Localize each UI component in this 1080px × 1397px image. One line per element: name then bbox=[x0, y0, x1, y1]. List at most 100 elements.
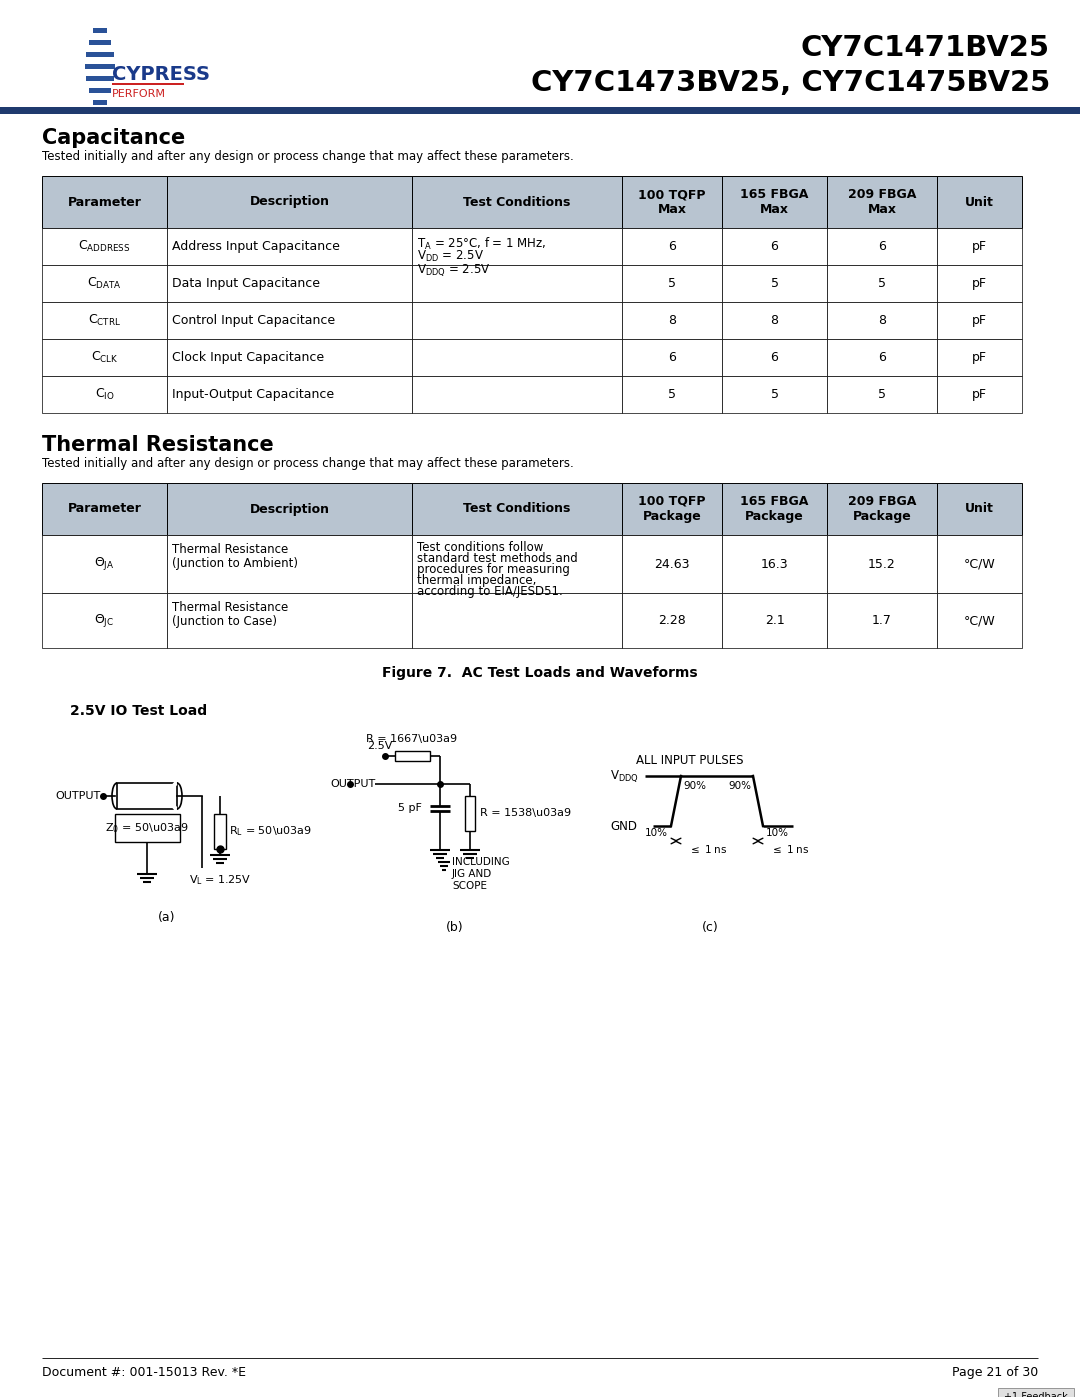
Text: C$_{\mathregular{DATA}}$: C$_{\mathregular{DATA}}$ bbox=[87, 277, 122, 291]
Bar bbox=[42, 176, 167, 228]
Text: Address Input Capacitance: Address Input Capacitance bbox=[172, 240, 340, 253]
Bar bbox=[827, 302, 937, 339]
Text: 1.7: 1.7 bbox=[872, 615, 892, 627]
Bar bbox=[827, 339, 937, 376]
Text: 6: 6 bbox=[669, 240, 676, 253]
Text: 6: 6 bbox=[669, 351, 676, 365]
Bar bbox=[85, 64, 114, 68]
Text: $\leq$ 1 ns: $\leq$ 1 ns bbox=[688, 842, 728, 855]
Bar bbox=[0, 108, 1080, 115]
Text: Thermal Resistance: Thermal Resistance bbox=[42, 434, 273, 455]
Text: (b): (b) bbox=[446, 921, 463, 935]
Text: 8: 8 bbox=[770, 314, 779, 327]
Bar bbox=[723, 228, 827, 265]
Bar bbox=[622, 376, 723, 414]
Bar bbox=[723, 376, 827, 414]
Bar bbox=[42, 592, 167, 648]
Bar bbox=[411, 302, 622, 339]
Text: 24.63: 24.63 bbox=[654, 557, 690, 570]
Text: 165 FBGA
Package: 165 FBGA Package bbox=[740, 495, 809, 522]
Bar bbox=[411, 176, 622, 228]
Text: $\leq$ 1 ns: $\leq$ 1 ns bbox=[770, 842, 810, 855]
Text: Test conditions follow: Test conditions follow bbox=[417, 541, 543, 555]
Text: Z$_{\mathregular{0}}$ = 50\u03a9: Z$_{\mathregular{0}}$ = 50\u03a9 bbox=[105, 821, 189, 835]
Text: C$_{\mathregular{CLK}}$: C$_{\mathregular{CLK}}$ bbox=[91, 351, 119, 365]
Text: CYPRESS: CYPRESS bbox=[112, 66, 210, 84]
Bar bbox=[723, 265, 827, 302]
Text: C$_{\mathregular{CTRL}}$: C$_{\mathregular{CTRL}}$ bbox=[87, 313, 121, 328]
Text: T$_{\mathregular{A}}$ = 25°C, f = 1 MHz,: T$_{\mathregular{A}}$ = 25°C, f = 1 MHz, bbox=[417, 236, 546, 251]
Bar bbox=[622, 302, 723, 339]
Text: 5 pF: 5 pF bbox=[399, 803, 422, 813]
Bar bbox=[42, 339, 167, 376]
Bar bbox=[723, 302, 827, 339]
Bar bbox=[411, 265, 622, 302]
Bar bbox=[827, 376, 937, 414]
Text: 5: 5 bbox=[878, 388, 886, 401]
Bar bbox=[937, 176, 1022, 228]
Bar bbox=[86, 52, 114, 57]
Bar bbox=[622, 339, 723, 376]
Text: 2.5V IO Test Load: 2.5V IO Test Load bbox=[70, 704, 207, 718]
Bar bbox=[411, 376, 622, 414]
Bar bbox=[937, 302, 1022, 339]
Bar bbox=[937, 376, 1022, 414]
Bar bbox=[42, 265, 167, 302]
Bar bbox=[827, 265, 937, 302]
Bar bbox=[622, 483, 723, 535]
Bar bbox=[827, 592, 937, 648]
Text: Control Input Capacitance: Control Input Capacitance bbox=[172, 314, 335, 327]
Text: PERFORM: PERFORM bbox=[112, 89, 166, 99]
Text: thermal impedance,: thermal impedance, bbox=[417, 574, 537, 587]
Bar bbox=[42, 535, 167, 592]
Bar bbox=[167, 535, 411, 592]
Bar bbox=[827, 483, 937, 535]
Bar bbox=[411, 228, 622, 265]
Text: C$_{\mathregular{ADDRESS}}$: C$_{\mathregular{ADDRESS}}$ bbox=[78, 239, 131, 254]
Text: CY7C1473BV25, CY7C1475BV25: CY7C1473BV25, CY7C1475BV25 bbox=[530, 68, 1050, 96]
Text: INCLUDING: INCLUDING bbox=[453, 856, 510, 868]
Text: Description: Description bbox=[249, 196, 329, 208]
Text: procedures for measuring: procedures for measuring bbox=[417, 563, 570, 576]
Bar bbox=[723, 535, 827, 592]
Bar bbox=[411, 339, 622, 376]
Bar bbox=[167, 302, 411, 339]
Text: Figure 7.  AC Test Loads and Waveforms: Figure 7. AC Test Loads and Waveforms bbox=[382, 666, 698, 680]
Bar bbox=[937, 483, 1022, 535]
Text: Thermal Resistance: Thermal Resistance bbox=[172, 601, 288, 615]
Bar bbox=[114, 814, 179, 842]
Text: Test Conditions: Test Conditions bbox=[463, 503, 570, 515]
Text: 90%: 90% bbox=[683, 781, 706, 791]
Text: °C/W: °C/W bbox=[963, 557, 996, 570]
Text: pF: pF bbox=[972, 388, 987, 401]
Text: Parameter: Parameter bbox=[68, 503, 141, 515]
Text: (a): (a) bbox=[159, 911, 176, 923]
Text: 5: 5 bbox=[770, 277, 779, 291]
Bar bbox=[622, 592, 723, 648]
Text: 6: 6 bbox=[770, 240, 779, 253]
Text: Thermal Resistance: Thermal Resistance bbox=[172, 543, 288, 556]
Text: °C/W: °C/W bbox=[963, 615, 996, 627]
Text: Capacitance: Capacitance bbox=[42, 129, 186, 148]
Text: 5: 5 bbox=[878, 277, 886, 291]
Text: 209 FBGA
Max: 209 FBGA Max bbox=[848, 189, 916, 217]
Bar bbox=[42, 483, 167, 535]
Bar bbox=[622, 265, 723, 302]
Text: 8: 8 bbox=[669, 314, 676, 327]
Text: V$_{\mathregular{L}}$ = 1.25V: V$_{\mathregular{L}}$ = 1.25V bbox=[189, 873, 252, 887]
Text: 100 TQFP
Max: 100 TQFP Max bbox=[638, 189, 705, 217]
Bar bbox=[622, 176, 723, 228]
Bar bbox=[465, 796, 475, 831]
Text: 6: 6 bbox=[878, 351, 886, 365]
Bar bbox=[937, 265, 1022, 302]
Text: pF: pF bbox=[972, 240, 987, 253]
Text: 5: 5 bbox=[770, 388, 779, 401]
Text: 16.3: 16.3 bbox=[760, 557, 788, 570]
Text: 90%: 90% bbox=[728, 781, 751, 791]
Text: 5: 5 bbox=[669, 277, 676, 291]
Bar bbox=[411, 483, 622, 535]
Text: 2.5V: 2.5V bbox=[367, 740, 393, 752]
Text: ALL INPUT PULSES: ALL INPUT PULSES bbox=[636, 754, 744, 767]
Bar bbox=[167, 592, 411, 648]
Bar bbox=[937, 339, 1022, 376]
